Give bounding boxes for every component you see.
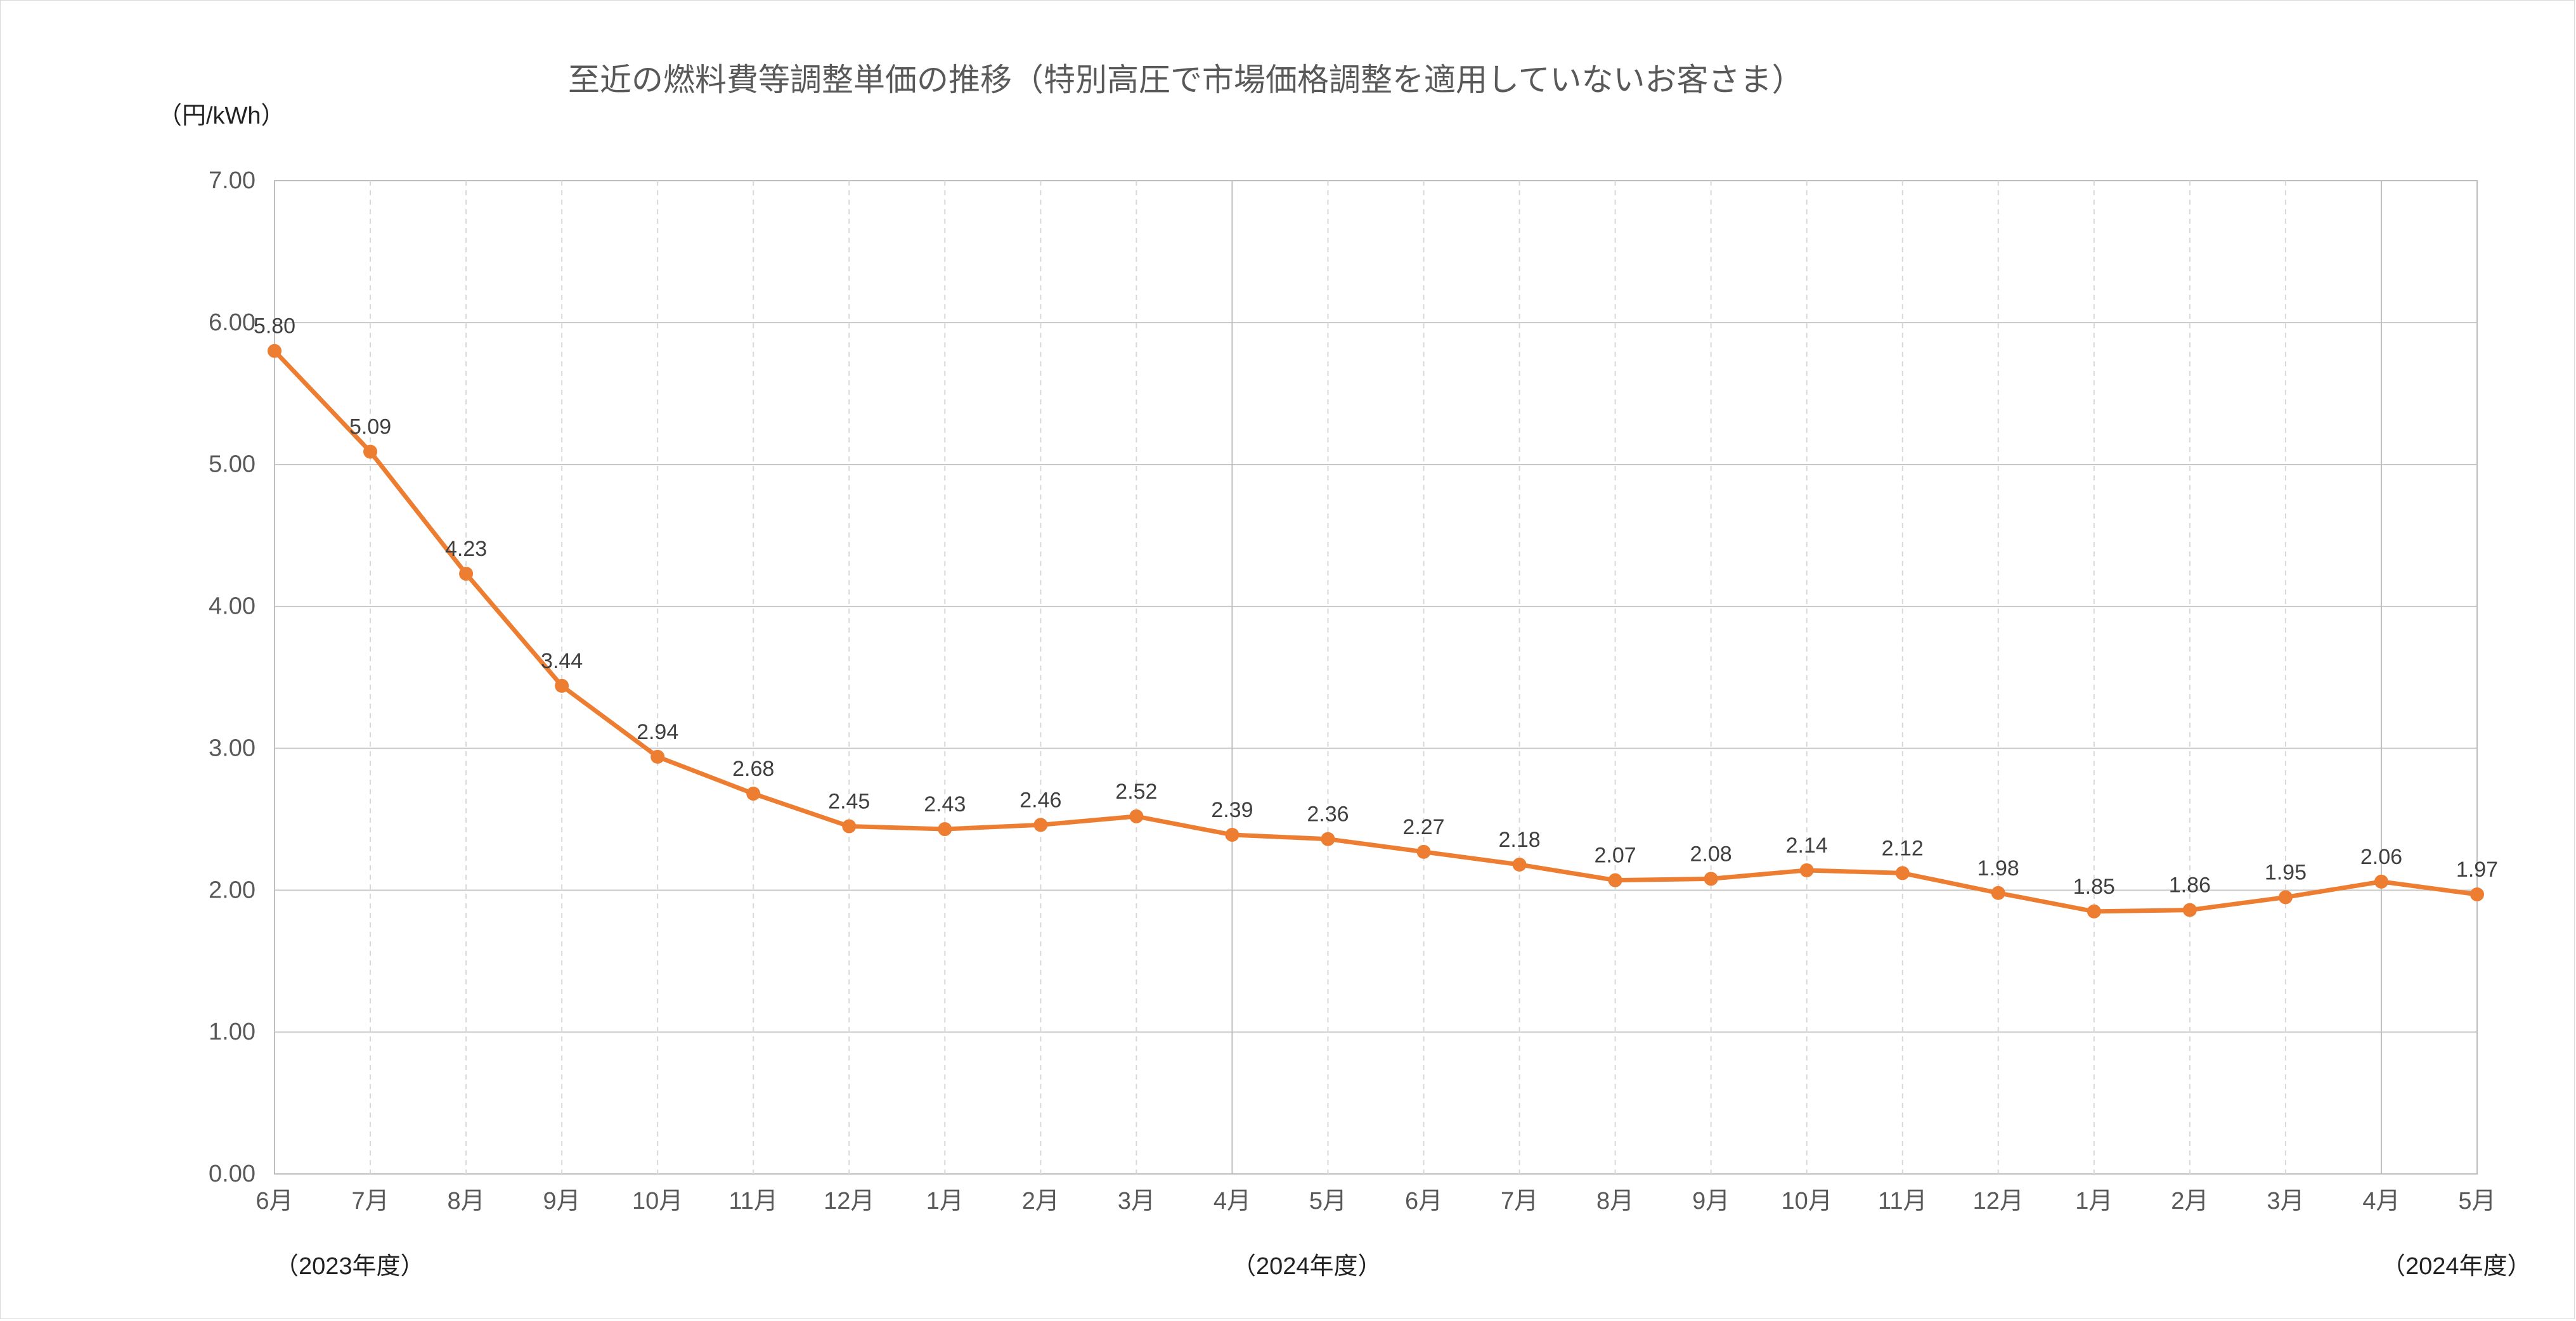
svg-text:5.80: 5.80 (254, 314, 295, 338)
svg-text:3月: 3月 (2267, 1188, 2304, 1215)
svg-text:2.68: 2.68 (732, 757, 774, 781)
svg-text:2.06: 2.06 (2360, 845, 2402, 869)
svg-text:10月: 10月 (632, 1188, 683, 1215)
svg-text:6月: 6月 (256, 1188, 293, 1215)
svg-text:1.00: 1.00 (209, 1019, 256, 1045)
svg-text:8月: 8月 (1596, 1188, 1634, 1215)
svg-text:6.00: 6.00 (209, 309, 256, 336)
svg-text:5.00: 5.00 (209, 451, 256, 478)
svg-text:12月: 12月 (824, 1188, 874, 1215)
svg-text:1.86: 1.86 (2169, 873, 2211, 898)
svg-text:5.09: 5.09 (349, 415, 391, 439)
svg-text:2.00: 2.00 (209, 877, 256, 903)
svg-text:2.52: 2.52 (1115, 780, 1157, 804)
svg-text:2.36: 2.36 (1307, 802, 1349, 827)
svg-text:12月: 12月 (1973, 1188, 2024, 1215)
svg-text:2.39: 2.39 (1211, 798, 1253, 822)
svg-text:5月: 5月 (1309, 1188, 1347, 1215)
svg-text:1月: 1月 (2075, 1188, 2113, 1215)
svg-text:9月: 9月 (543, 1188, 581, 1215)
svg-text:0.00: 0.00 (209, 1161, 256, 1187)
svg-text:10月: 10月 (1782, 1188, 1832, 1215)
svg-text:4月: 4月 (2362, 1188, 2400, 1215)
svg-text:11月: 11月 (728, 1188, 777, 1215)
svg-text:2.46: 2.46 (1019, 788, 1061, 812)
svg-text:11月: 11月 (1878, 1188, 1927, 1215)
svg-text:1.85: 1.85 (2073, 875, 2115, 899)
svg-text:2.08: 2.08 (1690, 842, 1732, 866)
svg-text:2月: 2月 (1022, 1188, 1059, 1215)
svg-text:1.97: 1.97 (2456, 858, 2498, 882)
svg-text:3月: 3月 (1118, 1188, 1155, 1215)
svg-text:4.23: 4.23 (445, 537, 487, 561)
svg-text:7.00: 7.00 (209, 167, 256, 194)
svg-text:3.00: 3.00 (209, 735, 256, 761)
svg-text:7月: 7月 (1501, 1188, 1538, 1215)
svg-text:7月: 7月 (351, 1188, 389, 1215)
svg-text:1月: 1月 (926, 1188, 964, 1215)
svg-text:2.27: 2.27 (1402, 815, 1444, 839)
svg-text:6月: 6月 (1405, 1188, 1442, 1215)
svg-text:2.45: 2.45 (828, 790, 870, 814)
svg-text:8月: 8月 (448, 1188, 485, 1215)
svg-text:2.43: 2.43 (924, 792, 966, 816)
svg-text:2.14: 2.14 (1786, 834, 1828, 858)
svg-text:4月: 4月 (1214, 1188, 1251, 1215)
svg-text:3.44: 3.44 (541, 649, 583, 673)
svg-text:2.12: 2.12 (1882, 836, 1924, 860)
svg-text:2月: 2月 (2171, 1188, 2208, 1215)
svg-text:2.18: 2.18 (1498, 828, 1540, 852)
svg-text:9月: 9月 (1692, 1188, 1730, 1215)
svg-text:1.95: 1.95 (2265, 860, 2307, 884)
svg-text:2.07: 2.07 (1595, 844, 1636, 868)
svg-text:1.98: 1.98 (1977, 856, 2019, 880)
svg-text:2.94: 2.94 (637, 720, 678, 744)
svg-text:4.00: 4.00 (209, 593, 256, 620)
svg-text:5月: 5月 (2458, 1188, 2495, 1215)
